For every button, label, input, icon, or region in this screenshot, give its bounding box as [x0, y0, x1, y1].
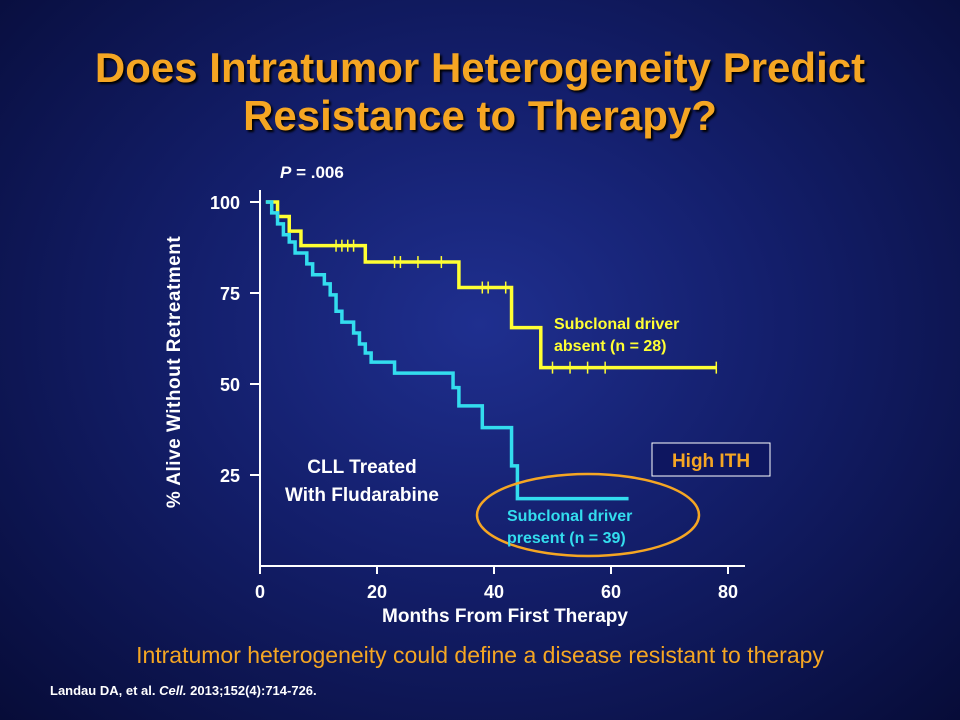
title-line-1: Does Intratumor Heterogeneity Predict	[94, 44, 866, 91]
citation-journal: Cell.	[159, 683, 187, 698]
treatment-annotation-line1: CLL Treated	[307, 457, 416, 478]
treatment-annotation-line2: With Fludarabine	[285, 485, 439, 506]
series-line-present	[265, 200, 629, 501]
y-axis-label: % Alive Without Retreatment	[164, 236, 185, 508]
axis-ticks: 25 50 75 100 0 20 40 60 80	[210, 193, 738, 602]
censor-marks	[335, 239, 718, 374]
series-lines	[265, 200, 717, 501]
present-highlight-ellipse	[475, 472, 701, 558]
series-label-present-line1: Subclonal driver	[507, 508, 632, 525]
x-axis-label: Months From First Therapy	[382, 606, 628, 627]
y-tick-label: 25	[220, 466, 240, 486]
series-label-absent-line1: Subclonal driver	[554, 316, 679, 333]
x-tick-label: 40	[484, 582, 504, 602]
x-tick-label: 20	[367, 582, 387, 602]
x-tick-label: 80	[718, 582, 738, 602]
series-line-absent	[265, 200, 717, 370]
y-tick-label: 100	[210, 193, 240, 213]
x-tick-label: 60	[601, 582, 621, 602]
citation-authors: Landau DA, et al.	[50, 683, 160, 698]
slide-title: Does Intratumor Heterogeneity Predict Re…	[0, 44, 960, 140]
citation: Landau DA, et al. Cell. 2013;152(4):714-…	[50, 683, 317, 698]
y-tick-label: 75	[220, 284, 240, 304]
p-value-symbol: P	[280, 163, 292, 182]
high-ith-box: High ITH	[651, 442, 771, 477]
series-label-absent-line2: absent (n = 28)	[554, 338, 666, 355]
series-label-present-line2: present (n = 39)	[507, 530, 626, 547]
title-line-2: Resistance to Therapy?	[243, 92, 717, 139]
high-ith-label: High ITH	[672, 451, 750, 472]
p-value-text: = .006	[291, 163, 343, 182]
x-tick-label: 0	[255, 582, 265, 602]
y-tick-label: 50	[220, 375, 240, 395]
citation-details: 2013;152(4):714-726.	[186, 683, 317, 698]
p-value: P = .006	[280, 163, 344, 182]
slide-subtitle: Intratumor heterogeneity could define a …	[136, 642, 824, 668]
km-survival-chart: 25 50 75 100 0 20 40 60 80 Months From First The…	[164, 163, 771, 627]
chart-axes	[259, 190, 745, 567]
